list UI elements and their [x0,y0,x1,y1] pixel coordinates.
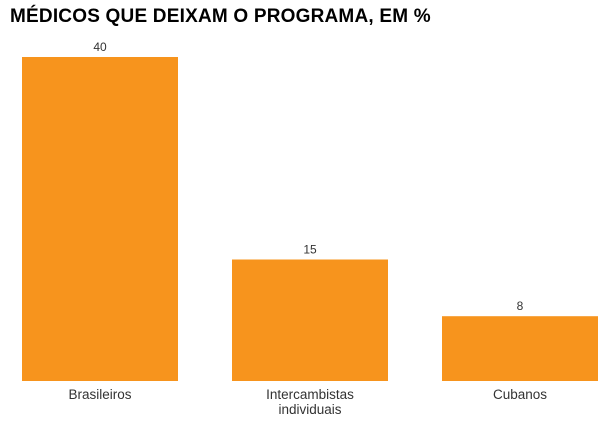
category-label-line: individuais [278,402,341,417]
bar-value-label: 8 [517,299,524,313]
bar [22,57,178,381]
category-label-line: Cubanos [493,387,547,402]
category-label: Intercambistas individuais [266,387,354,417]
bar-value-label: 40 [93,40,107,54]
category-label-line: Brasileiros [68,387,131,402]
value-labels-layer: 40 15 8 [93,40,523,313]
bar-value-label: 15 [303,243,317,257]
chart-title: MÉDICOS QUE DEIXAM O PROGRAMA, EM % [10,6,431,27]
bar [442,316,598,381]
category-labels-layer: Brasileiros Intercambistas individuais Cuba… [68,387,547,417]
category-label: Cubanos [493,387,547,402]
bar [232,259,388,381]
category-label: Brasileiros [68,387,131,402]
bars-layer [22,57,598,381]
category-label-line: Intercambistas [266,387,354,402]
